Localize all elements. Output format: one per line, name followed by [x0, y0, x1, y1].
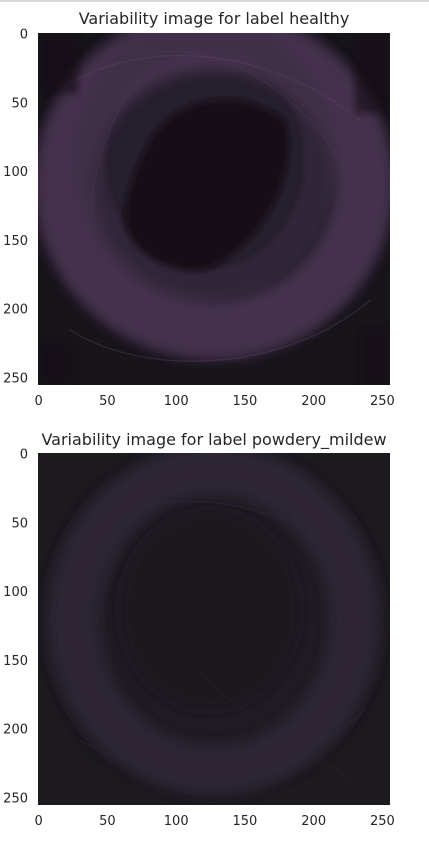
y-tick-label: 50 [11, 516, 28, 531]
streak [93, 499, 151, 751]
streak [89, 79, 141, 301]
streak [59, 55, 361, 121]
x-tick-label: 0 [35, 814, 43, 829]
chart-title: Variability image for label healthy [79, 9, 350, 28]
streak [69, 500, 361, 571]
dark-center [120, 510, 300, 710]
streak [79, 709, 366, 772]
x-tick-label: 100 [164, 394, 189, 409]
corner-shade [38, 33, 78, 93]
x-tick-label: 250 [370, 814, 395, 829]
corner-shade [38, 340, 73, 385]
streak [69, 299, 371, 362]
x-tick-label: 100 [164, 814, 189, 829]
top-divider [0, 0, 429, 2]
x-tick-label: 150 [232, 394, 257, 409]
variability-figure-healthy: Variability image for label healthy 0 50 1… [0, 0, 429, 420]
variability-chart-powdery-mildew: Variability image for label powdery_mild… [3, 430, 395, 829]
streak [199, 669, 351, 781]
y-tick-label: 100 [3, 165, 28, 180]
x-tick-label: 0 [35, 394, 43, 409]
axis-ticks: 0 50 100 150 200 250 0 50 100 150 200 250 [3, 448, 395, 829]
x-tick-label: 50 [99, 814, 116, 829]
x-tick-label: 150 [232, 814, 257, 829]
x-tick-label: 200 [301, 814, 326, 829]
variability-image [38, 33, 390, 385]
variability-figure-powdery-mildew: Variability image for label powdery_mild… [0, 420, 429, 841]
y-tick-label: 200 [3, 303, 28, 318]
axis-ticks: 0 50 100 150 200 250 0 50 100 150 200 250 [3, 28, 395, 409]
y-tick-label: 250 [3, 371, 28, 386]
x-tick-label: 200 [301, 394, 326, 409]
corner-shade [360, 330, 390, 385]
y-tick-label: 0 [20, 28, 28, 43]
dark-center [124, 99, 289, 271]
y-tick-label: 100 [3, 585, 28, 600]
streak [149, 475, 351, 621]
y-tick-label: 0 [20, 448, 28, 463]
chart-title: Variability image for label powdery_mild… [41, 430, 386, 450]
variability-image [38, 453, 390, 805]
x-tick-label: 50 [99, 394, 116, 409]
y-tick-label: 50 [11, 96, 28, 111]
corner-shade [355, 33, 390, 113]
inner-ring [75, 33, 335, 300]
y-tick-label: 200 [3, 723, 28, 738]
leaf-outline-ring [49, 453, 379, 795]
y-tick-label: 150 [3, 234, 28, 249]
streak [119, 51, 351, 181]
y-tick-label: 150 [3, 654, 28, 669]
y-tick-label: 250 [3, 791, 28, 806]
x-tick-label: 250 [370, 394, 395, 409]
variability-chart-healthy: Variability image for label healthy 0 50 1… [3, 9, 395, 409]
